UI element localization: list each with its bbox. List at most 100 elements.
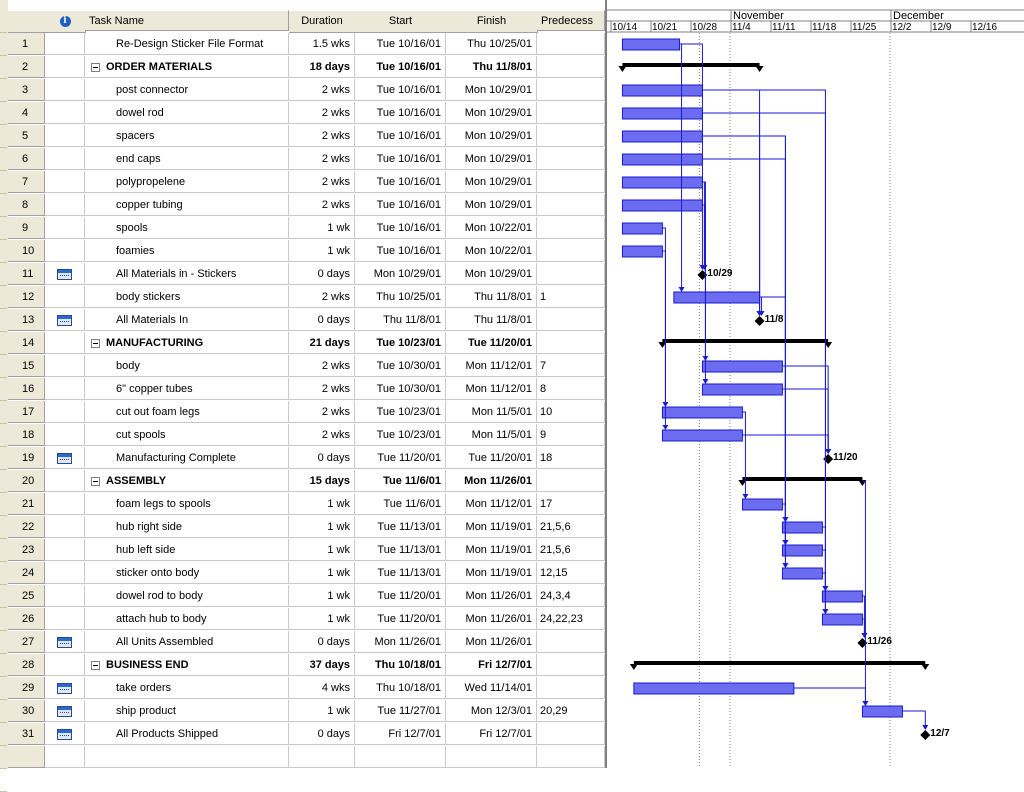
task-name-cell[interactable]: dowel rod to body [85,585,289,607]
collapse-icon[interactable] [91,338,100,348]
summary-bar[interactable] [662,339,829,343]
row-id[interactable]: 21 [8,493,45,515]
start-cell[interactable]: Tue 10/16/01 [355,217,446,239]
table-row[interactable]: 29 take orders 4 wks Thu 10/18/01 Wed 11/14/… [8,677,605,700]
task-name-cell[interactable]: cut spools [85,424,289,446]
task-bar[interactable] [781,567,823,580]
start-cell[interactable]: Tue 10/16/01 [355,148,446,170]
finish-cell[interactable]: Mon 10/29/01 [446,79,537,101]
duration-cell[interactable]: 1.5 wks [289,33,355,55]
table-row[interactable]: 18 cut spools 2 wks Tue 10/23/01 Mon 11/5/01… [8,424,605,447]
row-id[interactable]: 8 [8,194,45,216]
duration-cell[interactable]: 1 wk [289,539,355,561]
finish-cell[interactable]: Thu 10/25/01 [446,33,537,55]
table-row[interactable]: 6 end caps 2 wks Tue 10/16/01 Mon 10/29/01 [8,148,605,171]
duration-cell[interactable]: 2 wks [289,424,355,446]
start-cell[interactable]: Tue 10/16/01 [355,79,446,101]
task-name-cell[interactable]: spools [85,217,289,239]
finish-cell[interactable]: Mon 11/26/01 [446,608,537,630]
start-cell[interactable]: Fri 12/7/01 [355,723,446,745]
start-cell[interactable] [355,746,446,768]
start-cell[interactable]: Tue 10/16/01 [355,171,446,193]
task-name-cell[interactable]: body stickers [85,286,289,308]
start-cell[interactable]: Tue 10/23/01 [355,401,446,423]
row-id[interactable]: 30 [8,700,45,722]
table-row[interactable]: 20 ASSEMBLY 15 days Tue 11/6/01 Mon 11/26/01 [8,470,605,493]
finish-cell[interactable]: Mon 10/22/01 [446,217,537,239]
start-cell[interactable]: Tue 10/23/01 [355,332,446,354]
duration-cell[interactable]: 2 wks [289,171,355,193]
start-cell[interactable]: Tue 11/20/01 [355,585,446,607]
task-name-cell[interactable]: sticker onto body [85,562,289,584]
finish-cell[interactable]: Mon 11/12/01 [446,493,537,515]
finish-cell[interactable]: Mon 11/5/01 [446,401,537,423]
predecessors-cell[interactable] [537,631,605,653]
table-row[interactable]: 26 attach hub to body 1 wk Tue 11/20/01 Mon … [8,608,605,631]
task-bar[interactable] [661,406,743,419]
duration-cell[interactable]: 18 days [289,56,355,78]
table-row[interactable]: 22 hub right side 1 wk Tue 11/13/01 Mon 11/1… [8,516,605,539]
duration-cell[interactable]: 2 wks [289,194,355,216]
summary-bar[interactable] [742,477,863,481]
row-id[interactable]: 14 [8,332,45,354]
row-id[interactable]: 24 [8,562,45,584]
duration-cell[interactable]: 0 days [289,309,355,331]
header-predecessors[interactable]: Predecess [537,10,605,31]
predecessors-cell[interactable]: 7 [537,355,605,377]
predecessors-cell[interactable]: 8 [537,378,605,400]
predecessors-cell[interactable]: 1 [537,286,605,308]
finish-cell[interactable]: Fri 12/7/01 [446,723,537,745]
start-cell[interactable]: Tue 11/13/01 [355,539,446,561]
row-id[interactable]: 31 [8,723,45,745]
predecessors-cell[interactable]: 20,29 [537,700,605,722]
table-row[interactable]: 16 6" copper tubes 2 wks Tue 10/30/01 Mon 11… [8,378,605,401]
start-cell[interactable]: Tue 10/30/01 [355,378,446,400]
row-id[interactable]: 7 [8,171,45,193]
finish-cell[interactable]: Mon 11/26/01 [446,631,537,653]
row-id[interactable]: 10 [8,240,45,262]
duration-cell[interactable]: 1 wk [289,217,355,239]
finish-cell[interactable]: Mon 11/12/01 [446,355,537,377]
finish-cell[interactable]: Thu 11/8/01 [446,56,537,78]
task-bar[interactable] [621,107,703,120]
row-id[interactable]: 23 [8,539,45,561]
finish-cell[interactable]: Mon 11/19/01 [446,516,537,538]
table-row[interactable]: 13 All Materials In 0 days Thu 11/8/01 Thu 1… [8,309,605,332]
start-cell[interactable]: Thu 11/8/01 [355,309,446,331]
start-cell[interactable]: Tue 10/23/01 [355,424,446,446]
header-finish[interactable]: Finish [446,10,538,33]
duration-cell[interactable]: 4 wks [289,677,355,699]
start-cell[interactable]: Tue 11/20/01 [355,608,446,630]
table-row[interactable]: 21 foam legs to spools 1 wk Tue 11/6/01 Mon … [8,493,605,516]
start-cell[interactable]: Thu 10/18/01 [355,654,446,676]
task-bar[interactable] [621,222,663,235]
table-row[interactable]: 7 polypropelene 2 wks Tue 10/16/01 Mon 10/29… [8,171,605,194]
start-cell[interactable]: Mon 11/26/01 [355,631,446,653]
duration-cell[interactable]: 1 wk [289,493,355,515]
task-name-cell[interactable]: Re-Design Sticker File Format [85,33,289,55]
task-name-cell[interactable]: post connector [85,79,289,101]
duration-cell[interactable] [289,746,355,768]
predecessors-cell[interactable] [537,79,605,101]
task-name-cell[interactable]: ship product [85,700,289,722]
table-row-empty[interactable] [8,746,605,769]
collapse-icon[interactable] [91,660,100,670]
row-id[interactable]: 22 [8,516,45,538]
duration-cell[interactable]: 2 wks [289,125,355,147]
task-name-cell[interactable] [85,746,289,768]
finish-cell[interactable] [446,746,537,768]
duration-cell[interactable]: 1 wk [289,240,355,262]
task-bar[interactable] [673,291,761,304]
row-id[interactable]: 1 [8,33,45,55]
table-row[interactable]: 8 copper tubing 2 wks Tue 10/16/01 Mon 10/29… [8,194,605,217]
duration-cell[interactable]: 2 wks [289,102,355,124]
split-bar[interactable] [605,0,607,768]
table-row[interactable]: 24 sticker onto body 1 wk Tue 11/13/01 Mon 1… [8,562,605,585]
task-bar[interactable] [781,521,823,534]
row-id[interactable]: 9 [8,217,45,239]
finish-cell[interactable]: Tue 11/20/01 [446,332,537,354]
row-id[interactable]: 18 [8,424,45,446]
start-cell[interactable]: Mon 10/29/01 [355,263,446,285]
finish-cell[interactable]: Mon 10/29/01 [446,263,537,285]
finish-cell[interactable]: Mon 10/29/01 [446,148,537,170]
